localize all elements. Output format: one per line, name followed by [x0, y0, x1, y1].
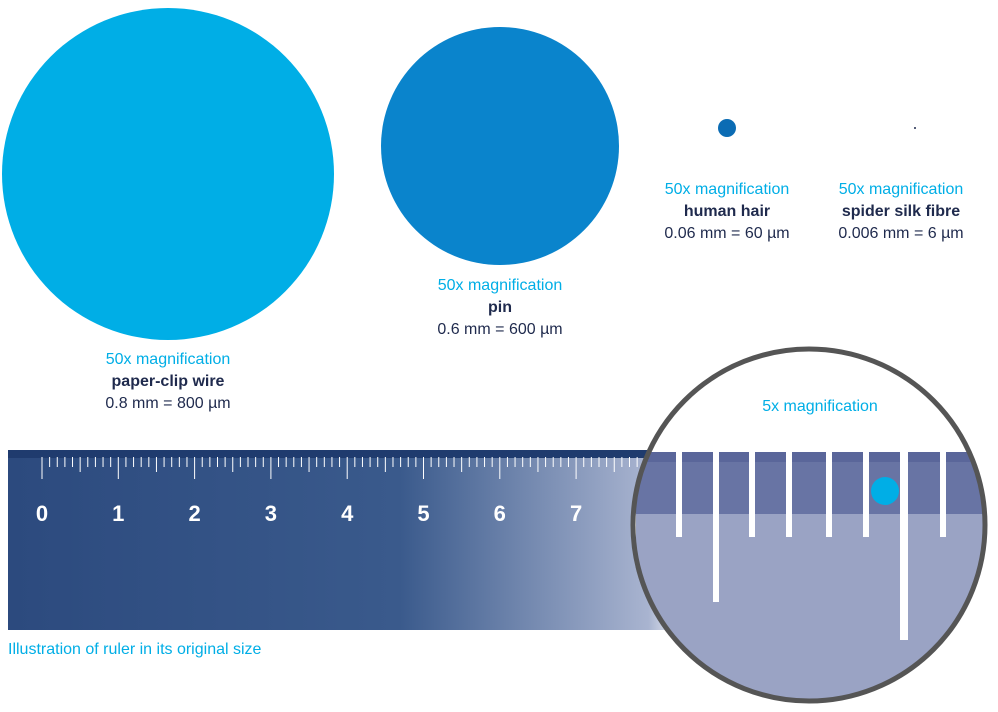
ruler-labels: 0 1 2 3 4 5 6 7 [36, 501, 582, 526]
object-name: human hair [683, 203, 771, 220]
object-name: spider silk fibre [841, 203, 961, 220]
ruler-label: 6 [494, 501, 506, 526]
lens-tick [900, 452, 908, 640]
object-name: paper-clip wire [111, 373, 225, 390]
ruler-top-edge [8, 450, 698, 458]
lens-tick [676, 452, 682, 537]
object-measurement: 0.6 mm = 600 µm [437, 321, 563, 338]
ruler: 0 1 2 3 4 5 6 7 [8, 450, 720, 630]
lens-title: 5x magnification [762, 398, 878, 415]
ruler-label: 0 [36, 501, 48, 526]
lens-tick [826, 452, 832, 537]
ruler-caption: Illustration of ruler in its original si… [8, 641, 262, 658]
lens-tick [863, 452, 869, 537]
object-name: pin [488, 299, 512, 316]
lens-ruler-edge [633, 452, 985, 462]
object-measurement: 0.06 mm = 60 µm [664, 225, 790, 242]
object-measurement: 0.006 mm = 6 µm [838, 225, 964, 242]
magnification-label: 50x magnification [437, 277, 563, 294]
pin-caption: 50x magnification pin 0.6 mm = 600 µm [400, 275, 600, 341]
lens-tick [940, 452, 946, 537]
human-hair-caption: 50x magnification human hair 0.06 mm = 6… [627, 179, 827, 245]
magnifier-lens [630, 346, 988, 704]
ruler-body [8, 450, 720, 630]
lens-hair-dot [871, 477, 899, 505]
ruler-label: 3 [265, 501, 277, 526]
pin-circle [381, 27, 619, 265]
object-measurement: 0.8 mm = 800 µm [105, 395, 231, 412]
human-hair-circle [718, 119, 736, 137]
magnification-label: 50x magnification [838, 181, 964, 198]
spider-silk-fibre-dot [914, 127, 916, 129]
ruler-label: 5 [417, 501, 429, 526]
paper-clip-wire-circle [2, 8, 334, 340]
ruler-label: 4 [341, 501, 354, 526]
paper-clip-wire-caption: 50x magnification paper-clip wire 0.8 mm… [68, 349, 268, 415]
ruler-label: 7 [570, 501, 582, 526]
lens-tick [713, 452, 719, 602]
ruler-label: 1 [112, 501, 124, 526]
lens-tick [786, 452, 792, 537]
lens-tick [749, 452, 755, 537]
magnification-label: 50x magnification [664, 181, 790, 198]
magnification-label: 50x magnification [105, 351, 231, 368]
spider-silk-fibre-caption: 50x magnification spider silk fibre 0.00… [808, 179, 994, 245]
lens-ruler-band [633, 452, 985, 514]
ruler-label: 2 [188, 501, 200, 526]
